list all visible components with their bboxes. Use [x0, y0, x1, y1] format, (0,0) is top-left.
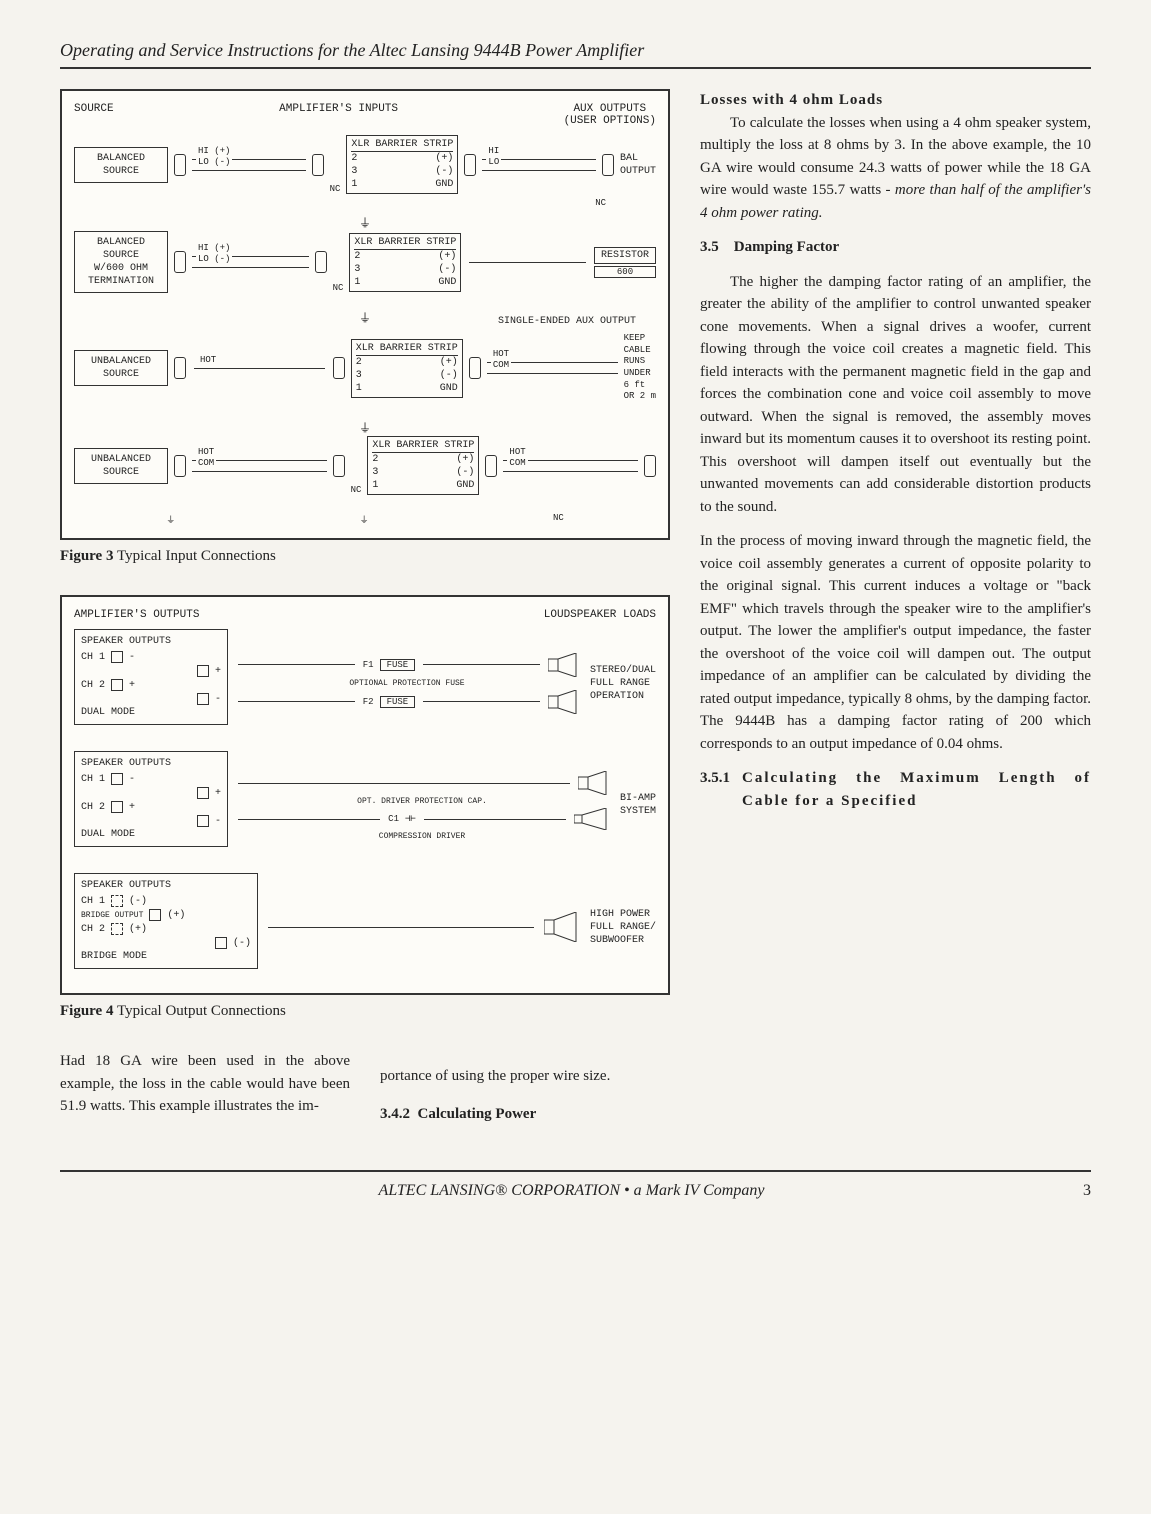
speaker-icon	[544, 912, 578, 942]
ground-icon: ⏚	[166, 513, 175, 526]
jack-icon	[174, 251, 186, 273]
nc-label: NC	[333, 283, 344, 293]
ground-icon: ⏚	[74, 419, 656, 436]
bottom-col-2: portance of using the proper wire size. …	[380, 1050, 670, 1140]
nc-label: NC	[553, 513, 564, 526]
out-com: COM	[491, 360, 511, 370]
single-ended-label: SINGLE-ENDED AUX OUTPUT	[74, 316, 636, 327]
sec-351: 3.5.1 Calculating the Maximum Length of …	[700, 767, 1091, 812]
fig3-hdr-aux: AUX OUTPUTS (USER OPTIONS)	[564, 103, 656, 127]
hi-label: HI (+)	[196, 146, 232, 156]
fuse-box: FUSE	[380, 696, 416, 708]
page-number: 3	[1083, 1182, 1091, 1200]
jack-icon	[174, 455, 186, 477]
resistor-box: RESISTOR 600	[594, 247, 656, 278]
xlr-strip-box: XLR BARRIER STRIP 2(+) 3(-) 1GND	[346, 135, 458, 194]
speaker-outputs-group: SPEAKER OUTPUTS CH 1 - + CH 2 + - DUAL M…	[74, 629, 228, 725]
hot-label: HOT	[198, 355, 218, 365]
com-label: COM	[196, 458, 216, 468]
ground-icon: ⏚	[360, 513, 369, 526]
xlr-strip-box: XLR BARRIER STRIP 2(+) 3(-) 1GND	[351, 339, 463, 398]
src-balanced-600: BALANCED SOURCE W/600 OHM TERMINATION	[74, 231, 168, 293]
jack-icon	[644, 455, 656, 477]
ground-icon: ⏚	[74, 214, 656, 231]
speaker-icon	[548, 690, 578, 714]
stereo-dual-label: STEREO/DUAL FULL RANGE OPERATION	[590, 664, 656, 703]
fig4-hdr-amp: AMPLIFIER'S OUTPUTS	[74, 609, 199, 621]
jack-icon	[485, 455, 497, 477]
damping-section-title: 3.5 Damping Factor	[700, 236, 1091, 259]
out-com: COM	[507, 458, 527, 468]
fig3-hdr-inputs: AMPLIFIER'S INPUTS	[279, 103, 398, 127]
out-hi: HI	[486, 146, 501, 156]
bottom-col-1: Had 18 GA wire been used in the above ex…	[60, 1050, 350, 1140]
losses-section: Losses with 4 ohm Loads To calculate the…	[700, 89, 1091, 224]
capacitor-icon: ⊣⊢	[405, 814, 416, 824]
horn-icon	[574, 808, 608, 830]
jack-icon	[315, 251, 327, 273]
speaker-icon	[548, 653, 578, 677]
src-unbalanced: UNBALANCED SOURCE	[74, 350, 168, 386]
lo-label: LO (-)	[196, 157, 232, 167]
fig4-hdr-loads: LOUDSPEAKER LOADS	[544, 609, 656, 621]
hi-label: HI (+)	[196, 243, 232, 253]
cable-note: KEEP CABLE RUNS UNDER 6 ft OR 2 m	[624, 333, 656, 403]
out-hot: HOT	[507, 447, 527, 457]
jack-icon	[602, 154, 614, 176]
figure-3-diagram: SOURCE AMPLIFIER'S INPUTS AUX OUTPUTS (U…	[60, 89, 670, 540]
lo-label: LO (-)	[196, 254, 232, 264]
nc-label: NC	[330, 184, 341, 194]
jack-icon	[333, 357, 345, 379]
fuse-box: FUSE	[380, 659, 416, 671]
footer-company: ALTEC LANSING® CORPORATION • a Mark IV C…	[60, 1182, 1083, 1200]
speaker-outputs-group: SPEAKER OUTPUTS CH 1 - + CH 2 + - DUAL M…	[74, 751, 228, 847]
out-hot: HOT	[491, 349, 511, 359]
damping-p2: In the process of moving inward through …	[700, 530, 1091, 755]
damping-p1: The higher the damping factor rating of …	[700, 271, 1091, 519]
page-header: Operating and Service Instructions for t…	[60, 40, 1091, 69]
speaker-icon	[578, 771, 608, 795]
jack-icon	[174, 357, 186, 379]
figure-3-caption: Figure 3 Typical Input Connections	[60, 548, 670, 565]
page-footer: ALTEC LANSING® CORPORATION • a Mark IV C…	[60, 1170, 1091, 1200]
hot-label: HOT	[196, 447, 216, 457]
speaker-outputs-group: SPEAKER OUTPUTS CH 1 (-) BRIDGE OUTPUT (…	[74, 873, 258, 969]
xlr-strip-box: XLR BARRIER STRIP 2(+) 3(-) 1GND	[349, 233, 461, 292]
jack-icon	[312, 154, 324, 176]
figure-4-caption: Figure 4 Typical Output Connections	[60, 1003, 670, 1020]
fig3-hdr-source: SOURCE	[74, 103, 114, 127]
jack-icon	[174, 154, 186, 176]
src-unbalanced: UNBALANCED SOURCE	[74, 448, 168, 484]
xlr-strip-box: XLR BARRIER STRIP 2(+) 3(-) 1GND	[367, 436, 479, 495]
figure-4-diagram: AMPLIFIER'S OUTPUTS LOUDSPEAKER LOADS SP…	[60, 595, 670, 995]
biamp-label: BI-AMP SYSTEM	[620, 792, 656, 818]
nc-label: NC	[351, 485, 362, 495]
out-lo: LO	[486, 157, 501, 167]
src-balanced: BALANCED SOURCE	[74, 147, 168, 183]
bridge-label: HIGH POWER FULL RANGE/ SUBWOOFER	[590, 908, 656, 947]
bal-output-label: BAL OUTPUT	[620, 152, 656, 178]
jack-icon	[469, 357, 481, 379]
jack-icon	[333, 455, 345, 477]
jack-icon	[464, 154, 476, 176]
nc-label: NC	[74, 198, 606, 208]
